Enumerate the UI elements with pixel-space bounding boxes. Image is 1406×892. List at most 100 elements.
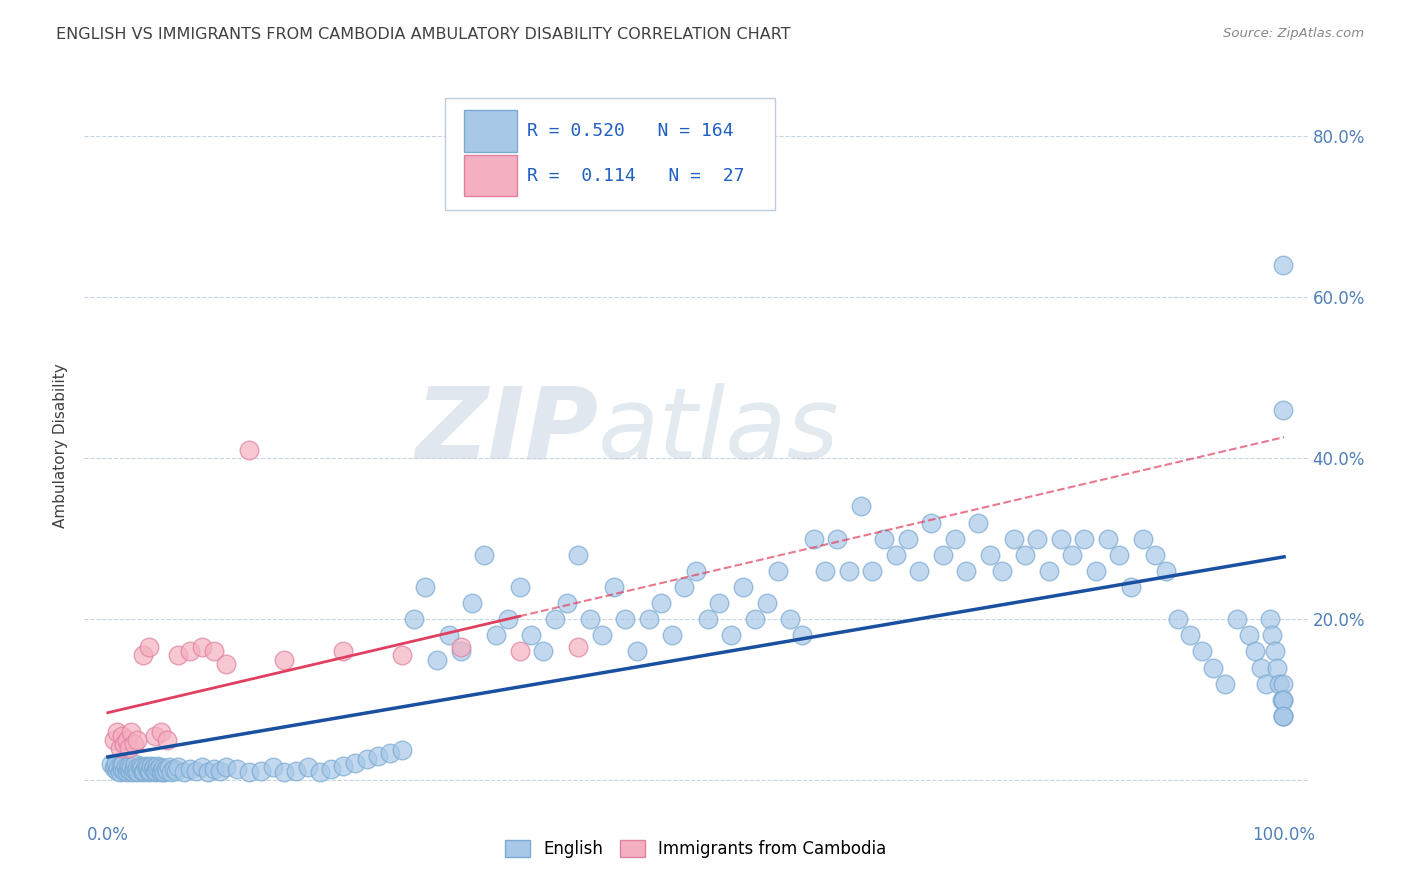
Point [139,764,162,778]
Point [1097,532,1119,546]
Point [873,532,896,546]
Point [143,729,166,743]
Point [650,596,672,610]
Legend: English, Immigrants from Cambodia: English, Immigrants from Cambodia [499,833,893,864]
Point [579,612,602,626]
Point [920,516,942,530]
Point [191,640,214,655]
Point [1271,258,1294,272]
Point [118,741,141,756]
Point [332,644,354,658]
Point [1256,676,1278,690]
Point [1108,548,1130,562]
Point [153,765,176,780]
FancyBboxPatch shape [446,97,776,210]
Point [461,596,484,610]
Point [155,762,177,776]
Point [908,564,931,578]
Point [127,733,149,747]
Point [156,733,179,747]
Point [135,762,157,776]
Point [226,762,249,776]
Point [149,765,172,780]
Point [755,596,778,610]
Point [184,764,207,778]
Point [125,764,148,778]
FancyBboxPatch shape [464,110,517,152]
Point [179,644,201,658]
Point [138,640,160,655]
Point [1084,564,1107,578]
Point [173,765,195,780]
Point [450,640,472,655]
Point [108,765,131,780]
Point [332,759,354,773]
Point [731,580,754,594]
Point [673,580,696,594]
Point [1121,580,1143,594]
Point [991,564,1014,578]
Point [685,564,707,578]
Point [1271,693,1294,707]
Point [602,580,624,594]
Point [121,765,143,780]
Point [297,760,319,774]
Point [127,761,149,775]
Point [1202,660,1225,674]
Point [1026,532,1049,546]
Point [273,652,295,666]
Point [131,760,153,774]
Point [1271,693,1294,707]
Point [1073,532,1095,546]
Point [356,752,378,766]
Point [149,725,172,739]
Point [214,760,236,774]
Text: atlas: atlas [598,383,839,480]
Point [1261,628,1284,642]
Point [391,648,413,663]
Point [238,443,260,458]
Point [141,759,163,773]
Point [402,612,425,626]
Point [112,764,135,778]
Y-axis label: Ambulatory Disability: Ambulatory Disability [53,364,69,528]
Point [110,759,132,773]
Point [163,762,186,776]
Point [117,762,139,776]
Point [135,759,157,773]
Point [120,725,142,739]
Point [238,765,260,780]
Point [450,644,472,658]
Point [391,743,413,757]
Point [544,612,567,626]
Point [105,764,128,778]
Point [661,628,683,642]
Point [626,644,648,658]
Point [779,612,801,626]
Point [115,765,138,780]
Point [567,640,589,655]
Point [112,757,135,772]
Point [120,760,142,774]
Point [720,628,742,642]
Point [1143,548,1166,562]
Point [1250,660,1272,674]
Point [825,532,848,546]
Point [308,765,330,780]
Point [108,741,131,756]
Point [1002,532,1025,546]
Point [111,762,134,776]
Point [897,532,920,546]
Point [127,765,149,780]
Point [426,652,449,666]
Point [249,764,271,778]
Point [1264,644,1286,658]
Point [614,612,637,626]
Point [884,548,907,562]
Point [343,756,366,770]
Point [167,760,190,774]
Point [208,764,231,778]
Point [118,759,141,773]
Point [112,737,135,751]
Point [120,764,142,778]
